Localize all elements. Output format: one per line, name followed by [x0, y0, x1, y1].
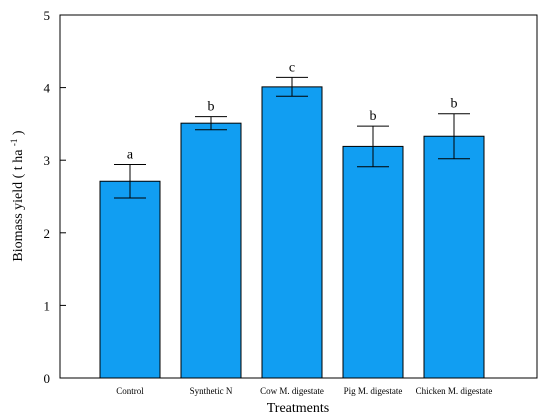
bar — [261, 86, 323, 379]
significance-letter: b — [451, 97, 458, 112]
significance-letter: b — [370, 109, 377, 124]
x-category-label: Cow M. digestate — [260, 386, 324, 396]
x-category-label: Pig M. digestate — [344, 386, 403, 396]
y-tick-label: 1 — [44, 298, 51, 313]
y-axis-ticks: 0 1 2 3 4 5 — [44, 8, 66, 386]
y-tick-label: 2 — [44, 226, 51, 241]
bar — [180, 122, 242, 379]
y-tick-label: 4 — [44, 81, 51, 96]
bar — [423, 135, 485, 379]
y-axis-title: Biomass yield ( t ha -1 ) — [9, 130, 26, 262]
bars: a b c b b — [99, 60, 485, 379]
x-category-label: Synthetic N — [190, 386, 233, 396]
x-category-label: Chicken M. digestate — [416, 386, 493, 396]
y-axis-title-suffix: ) — [11, 130, 26, 135]
y-axis-title-superscript: -1 — [9, 139, 19, 147]
y-axis-title-main: Biomass yield ( t ha — [11, 149, 26, 262]
significance-letter: c — [289, 60, 295, 75]
y-tick-label: 5 — [44, 8, 51, 23]
y-tick-label: 3 — [44, 153, 51, 168]
x-axis-title: Treatments — [267, 401, 329, 416]
x-category-label: Control — [116, 386, 144, 396]
bar — [342, 145, 404, 379]
bar — [99, 180, 161, 379]
y-tick-label: 0 — [44, 371, 51, 386]
significance-letter: a — [127, 148, 134, 163]
x-axis-categories: Control Synthetic N Cow M. digestate Pig M.… — [116, 386, 492, 396]
significance-letter: b — [208, 100, 215, 115]
